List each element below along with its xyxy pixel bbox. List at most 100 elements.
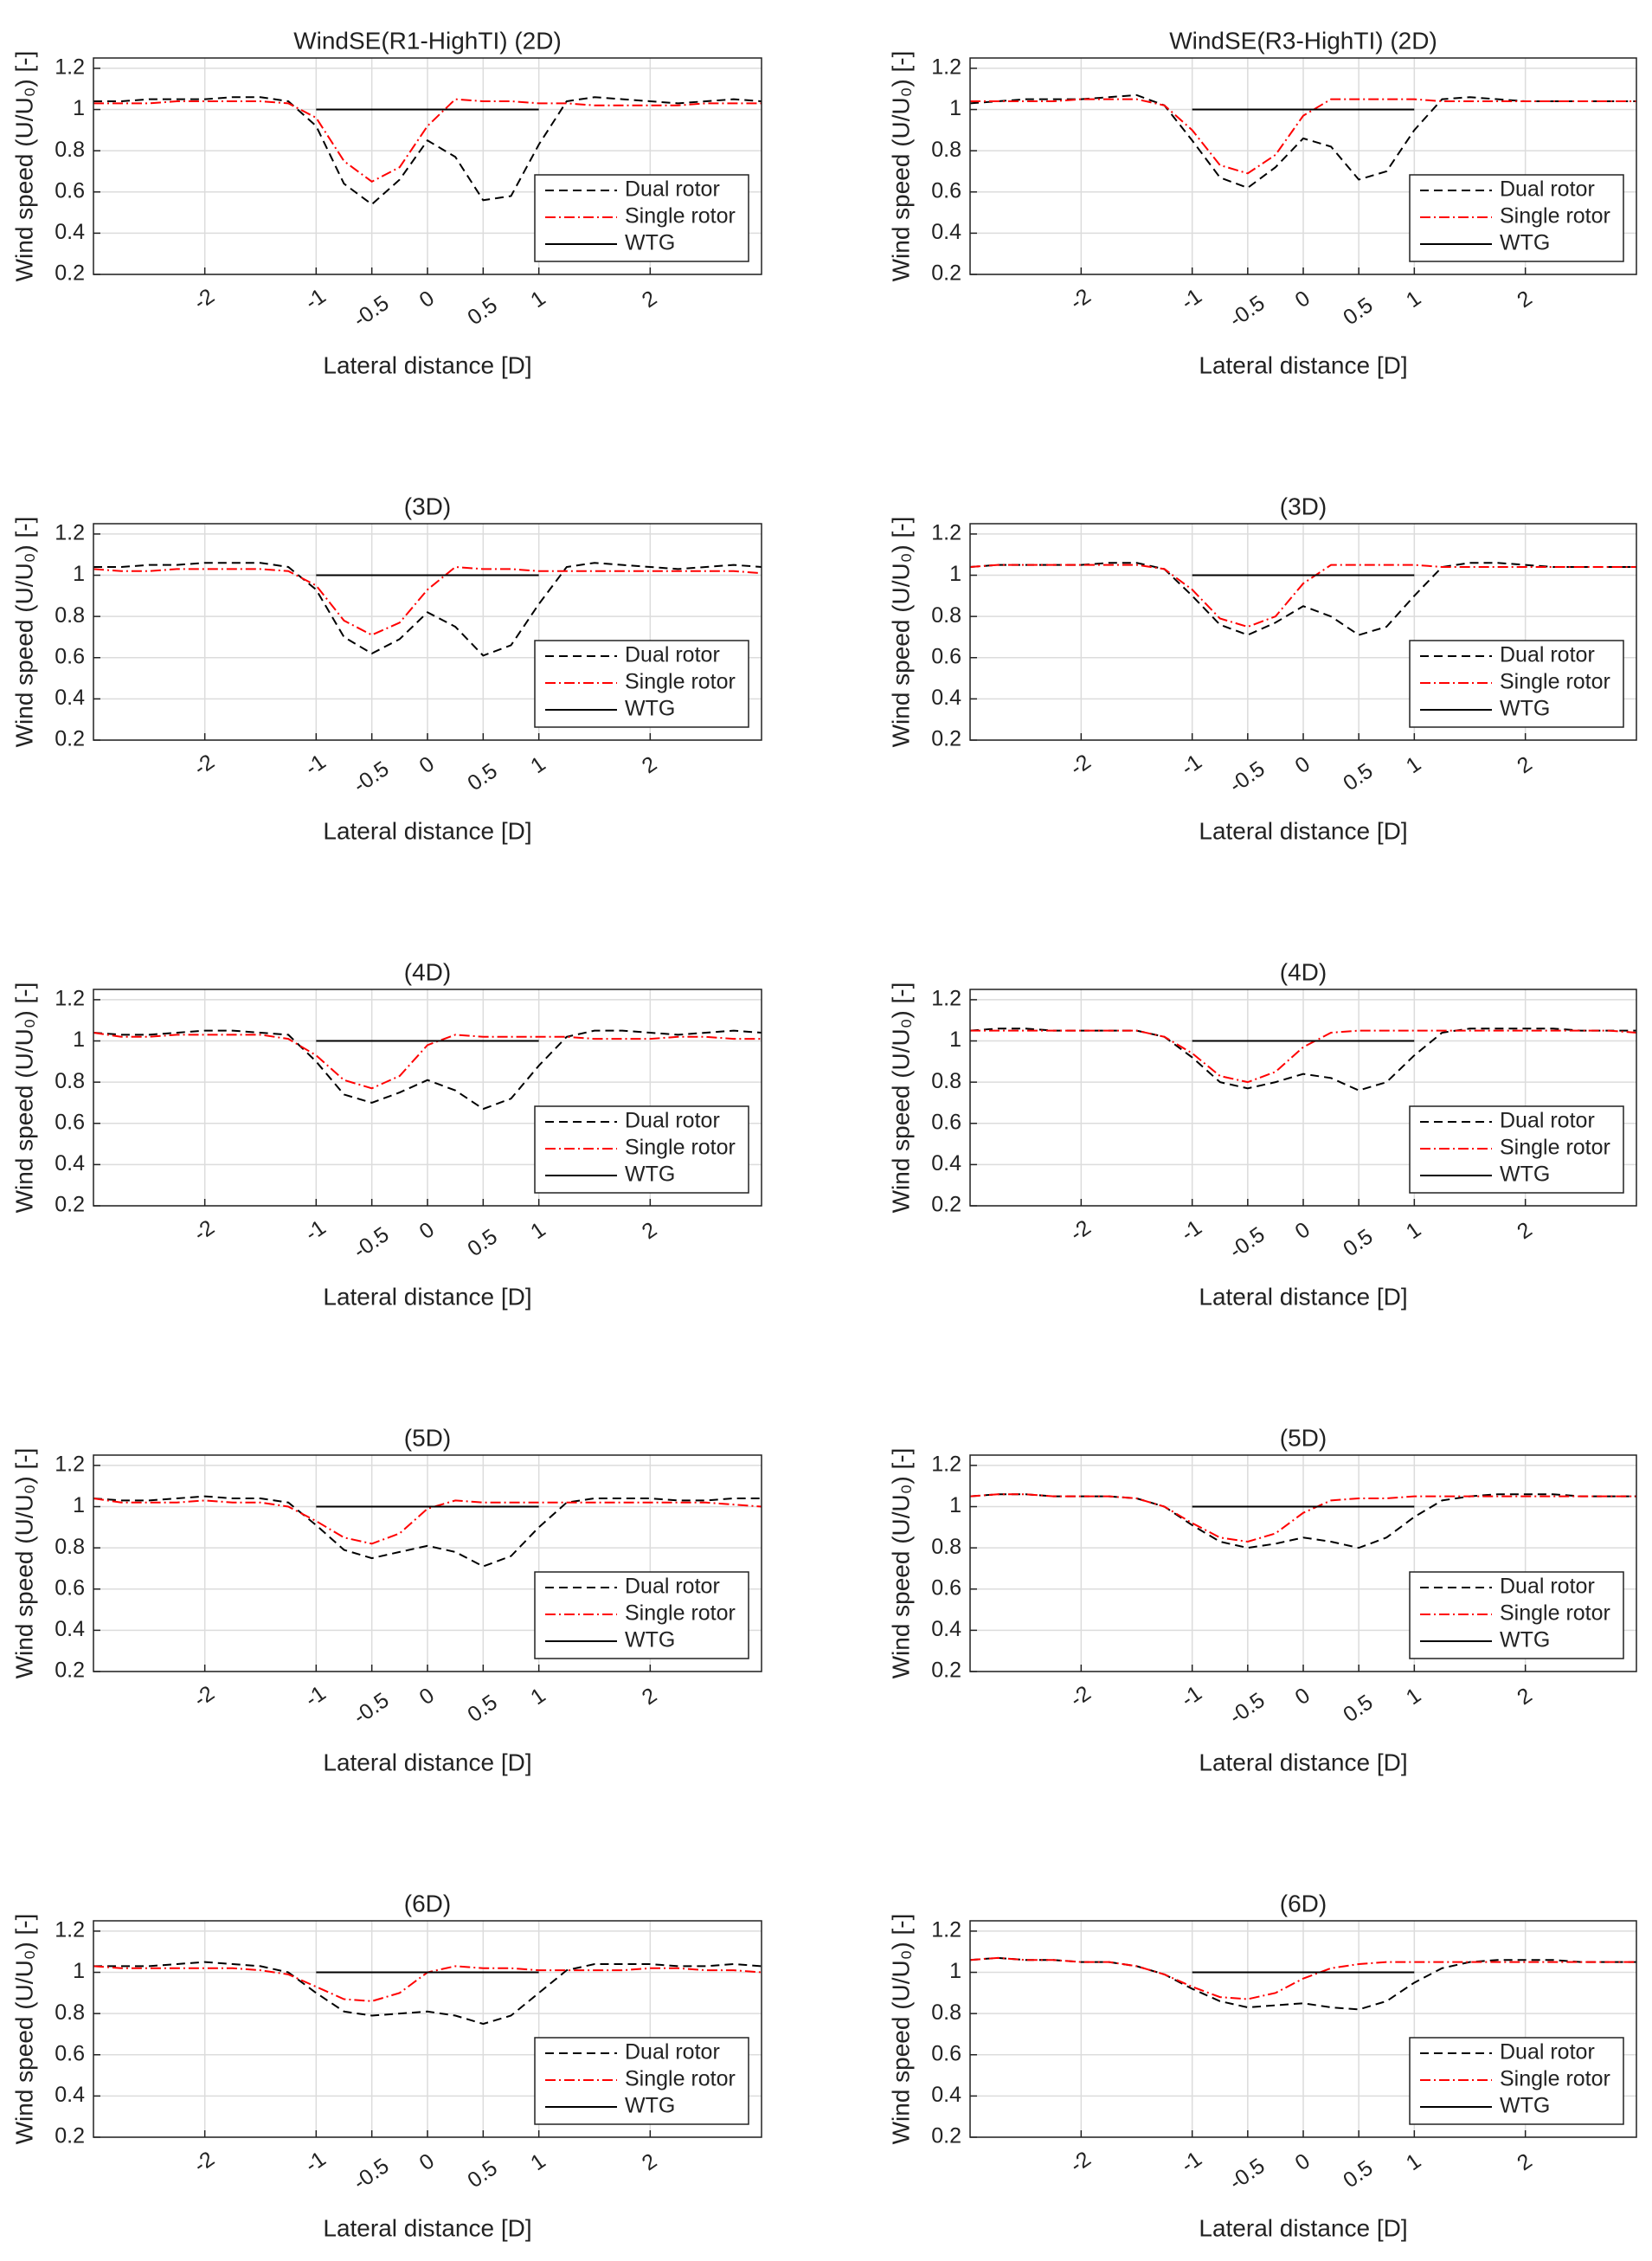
y-tick-label: 0.4 [55,2083,85,2107]
x-tick-label: 2 [1513,1683,1536,1710]
x-tick-label: -0.5 [1225,1222,1269,1264]
y-tick-label: 1.2 [55,1453,85,1477]
x-axis-label: Lateral distance [D] [323,351,531,378]
x-tick-label: 1 [526,1217,550,1244]
x-tick-label: -2 [190,750,219,781]
series-line [93,562,762,657]
y-tick-label: 1.2 [931,55,961,80]
subplot: 0.2 0.4 0.6 0.8 1 1.2 -2 -1 -0.5 0 0.5 1 2 (3D) Latera… [10,493,762,844]
y-tick-label: 0.8 [55,1535,85,1559]
y-tick-label: 0.6 [55,1110,85,1134]
y-tick-label: 0.4 [931,1617,961,1641]
y-tick-label: 0.6 [55,2041,85,2065]
x-axis-label: Lateral distance [D] [1199,1749,1407,1775]
legend-label: WTG [625,231,675,255]
x-tick-label: 0 [415,751,438,778]
subplot-title: WindSE(R1-HighTI) (2D) [293,27,562,54]
x-tick-label: 2 [638,751,661,778]
y-tick-label: 0.6 [931,2041,961,2065]
y-tick-label: 0.8 [931,603,961,628]
y-tick-label: 0.2 [931,727,961,751]
x-tick-label: -0.5 [349,2154,393,2195]
x-tick-label: -2 [1065,1681,1095,1712]
legend-label: WTG [1500,1163,1550,1187]
y-tick-label: 0.2 [931,2124,961,2148]
y-axis-label: Wind speed (U/U₀) [-] [887,517,914,748]
y-tick-label: 1 [73,562,85,586]
x-tick-label: 0.5 [463,293,502,330]
x-tick-label: 0 [1290,2148,1314,2175]
x-tick-label: 0 [415,2148,438,2175]
x-tick-label: -2 [190,1681,219,1712]
y-tick-label: 0.2 [55,261,85,286]
subplot: 0.2 0.4 0.6 0.8 1 1.2 -2 -1 -0.5 0 0.5 1 2 (4D) Latera… [887,958,1637,1310]
y-tick-label: 0.8 [931,1069,961,1093]
x-tick-label: -0.5 [349,1222,393,1264]
x-tick-label: -1 [1177,1215,1206,1246]
x-tick-label: -0.5 [349,1688,393,1730]
y-tick-label: 0.4 [931,686,961,710]
y-tick-label: 0.4 [55,1617,85,1641]
x-tick-label: 2 [1513,2148,1536,2175]
series-line [93,1495,762,1568]
subplot: 0.2 0.4 0.6 0.8 1 1.2 -2 -1 -0.5 0 0.5 1 2 (6D) Latera… [10,1890,762,2241]
axes-frame [969,1454,1637,1672]
legend-label: WTG [625,2094,675,2118]
x-tick-label: -1 [300,1215,330,1246]
y-tick-label: 0.4 [931,2083,961,2107]
y-tick-label: 0.8 [55,603,85,628]
legend-label: Dual rotor [625,177,720,202]
subplot: 0.2 0.4 0.6 0.8 1 1.2 -2 -1 -0.5 0 0.5 1 2 WindSE(R1-… [10,27,762,378]
legend-label: Single rotor [1500,670,1610,694]
x-tick-label: 0 [1290,286,1314,312]
legend-label: Single rotor [625,1601,736,1626]
y-tick-label: 0.8 [931,2000,961,2025]
subplot: 0.2 0.4 0.6 0.8 1 1.2 -2 -1 -0.5 0 0.5 1 2 (4D) Latera… [10,958,762,1310]
x-tick-label: 0.5 [1339,1224,1378,1261]
y-tick-label: 1 [73,1027,85,1052]
subplot-title: (4D) [404,958,451,985]
series-line [93,565,762,636]
x-tick-label: 0 [1290,1683,1314,1710]
x-tick-label: -2 [190,1215,219,1246]
legend-label: Single rotor [1500,1136,1610,1160]
x-tick-label: 0.5 [463,2155,502,2193]
series-line [93,1961,762,2026]
series-line [969,1027,1636,1092]
x-tick-label: 1 [1402,286,1425,312]
x-axis-label: Lateral distance [D] [1199,1283,1407,1310]
legend-label: Single rotor [625,1136,736,1160]
x-tick-label: -0.5 [1225,2154,1269,2195]
x-axis-label: Lateral distance [D] [323,1283,531,1310]
y-axis-label: Wind speed (U/U₀) [-] [10,1914,37,2145]
x-tick-label: 2 [1513,751,1536,778]
x-tick-label: -1 [300,1681,330,1712]
y-axis-label: Wind speed (U/U₀) [-] [10,982,37,1214]
subplot-title: (6D) [1280,1890,1327,1916]
y-tick-label: 0.2 [55,1659,85,1683]
series-line [969,1956,1636,2000]
y-tick-label: 0.4 [55,686,85,710]
y-tick-label: 1 [73,1493,85,1517]
y-tick-label: 1.2 [931,521,961,545]
y-tick-label: 0.2 [931,1193,961,1217]
x-tick-label: -1 [300,2147,330,2178]
y-tick-label: 1 [949,1027,961,1052]
x-tick-label: 2 [638,1683,661,1710]
x-tick-label: -1 [300,284,330,315]
legend-label: Dual rotor [1500,177,1595,202]
x-tick-label: 0.5 [1339,1690,1378,1727]
subplot-title: (5D) [404,1424,451,1451]
x-tick-label: -0.5 [349,291,393,332]
subplot-title: (4D) [1280,958,1327,985]
subplot: 0.2 0.4 0.6 0.8 1 1.2 -2 -1 -0.5 0 0.5 1 2 (5D) Latera… [10,1424,762,1775]
legend-label: WTG [625,1628,675,1652]
x-tick-label: 0.5 [463,758,502,796]
axes-frame [969,523,1637,741]
series-line [93,1032,762,1090]
subplot: 0.2 0.4 0.6 0.8 1 1.2 -2 -1 -0.5 0 0.5 1 2 (6D) Latera… [887,1890,1637,2241]
subplot-title: (3D) [404,493,451,519]
series-line [969,1956,1636,2011]
series-line [969,562,1636,636]
